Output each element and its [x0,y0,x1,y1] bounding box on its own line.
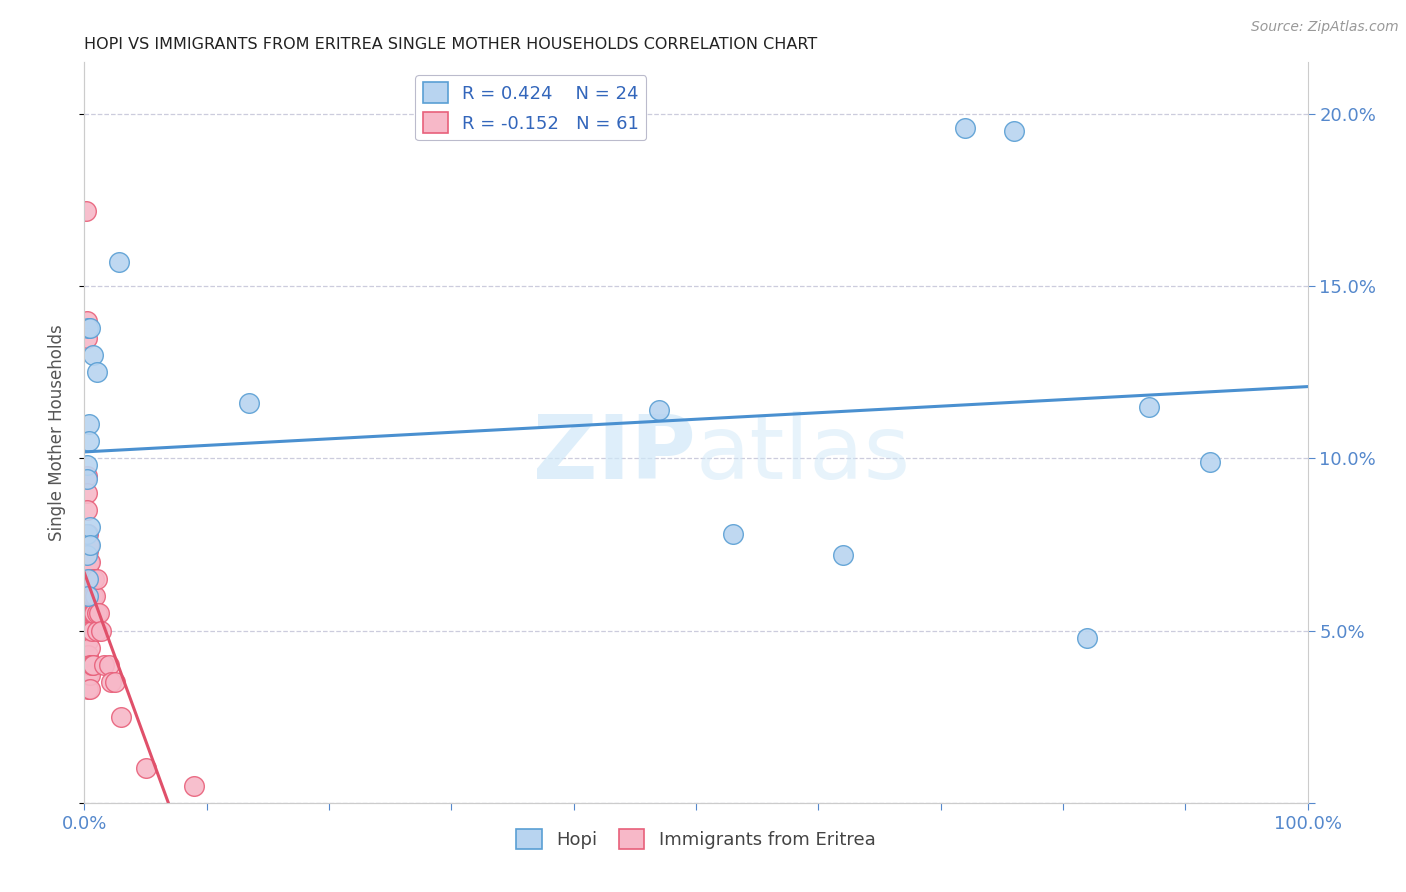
Point [77,544,100,558]
Point [75,203,97,218]
Point [79,537,101,551]
Point [86,624,108,638]
Point [76,472,98,486]
Point [953,120,976,135]
Point [721,527,744,541]
Point [77,624,100,638]
Point [77,607,100,621]
Point [77,658,100,673]
Point [104,675,127,690]
Y-axis label: Single Mother Households: Single Mother Households [48,325,66,541]
Point [1076,631,1098,645]
Point [82,607,104,621]
Point [1198,455,1220,469]
Point [77,555,100,569]
Point [77,589,100,603]
Point [77,589,100,603]
Point [76,503,98,517]
Point [135,761,157,775]
Text: ZIP: ZIP [533,411,696,499]
Point [79,520,101,534]
Point [77,589,100,603]
Point [77,320,100,334]
Point [77,527,100,541]
Point [77,537,100,551]
Point [76,468,98,483]
Point [79,658,101,673]
Point [77,579,100,593]
Point [76,527,98,541]
Point [77,434,100,449]
Point [77,624,100,638]
Point [77,417,100,431]
Point [79,320,101,334]
Point [93,658,115,673]
Point [77,572,100,586]
Point [76,527,98,541]
Point [238,396,260,410]
Point [79,572,101,586]
Text: Source: ZipAtlas.com: Source: ZipAtlas.com [1251,20,1399,34]
Point [82,589,104,603]
Point [79,624,101,638]
Point [79,640,101,655]
Point [82,572,104,586]
Point [76,561,98,575]
Point [86,607,108,621]
Point [79,668,101,682]
Point [77,634,100,648]
Point [77,561,100,575]
Point [76,458,98,473]
Text: HOPI VS IMMIGRANTS FROM ERITREA SINGLE MOTHER HOUSEHOLDS CORRELATION CHART: HOPI VS IMMIGRANTS FROM ERITREA SINGLE M… [84,37,818,52]
Point [86,365,108,379]
Legend: Hopi, Immigrants from Eritrea: Hopi, Immigrants from Eritrea [509,822,883,856]
Point [77,668,100,682]
Point [107,255,129,269]
Point [1137,400,1160,414]
Point [1002,124,1025,138]
Point [183,779,205,793]
Point [100,675,122,690]
Point [86,572,108,586]
Point [90,624,112,638]
Point [97,658,120,673]
Point [77,682,100,697]
Point [76,331,98,345]
Point [83,572,105,586]
Point [80,624,103,638]
Point [83,607,105,621]
Point [110,709,132,723]
Text: atlas: atlas [696,411,911,499]
Point [76,486,98,500]
Point [648,403,671,417]
Point [77,648,100,662]
Point [82,348,104,362]
Point [84,589,107,603]
Point [77,613,100,627]
Point [80,572,103,586]
Point [79,589,101,603]
Point [80,589,103,603]
Point [80,658,103,673]
Point [79,682,101,697]
Point [82,658,104,673]
Point [79,555,101,569]
Point [76,314,98,328]
Point [77,599,100,614]
Point [80,607,103,621]
Point [831,548,853,562]
Point [87,607,110,621]
Point [77,572,100,586]
Point [76,548,98,562]
Point [77,658,100,673]
Point [79,607,101,621]
